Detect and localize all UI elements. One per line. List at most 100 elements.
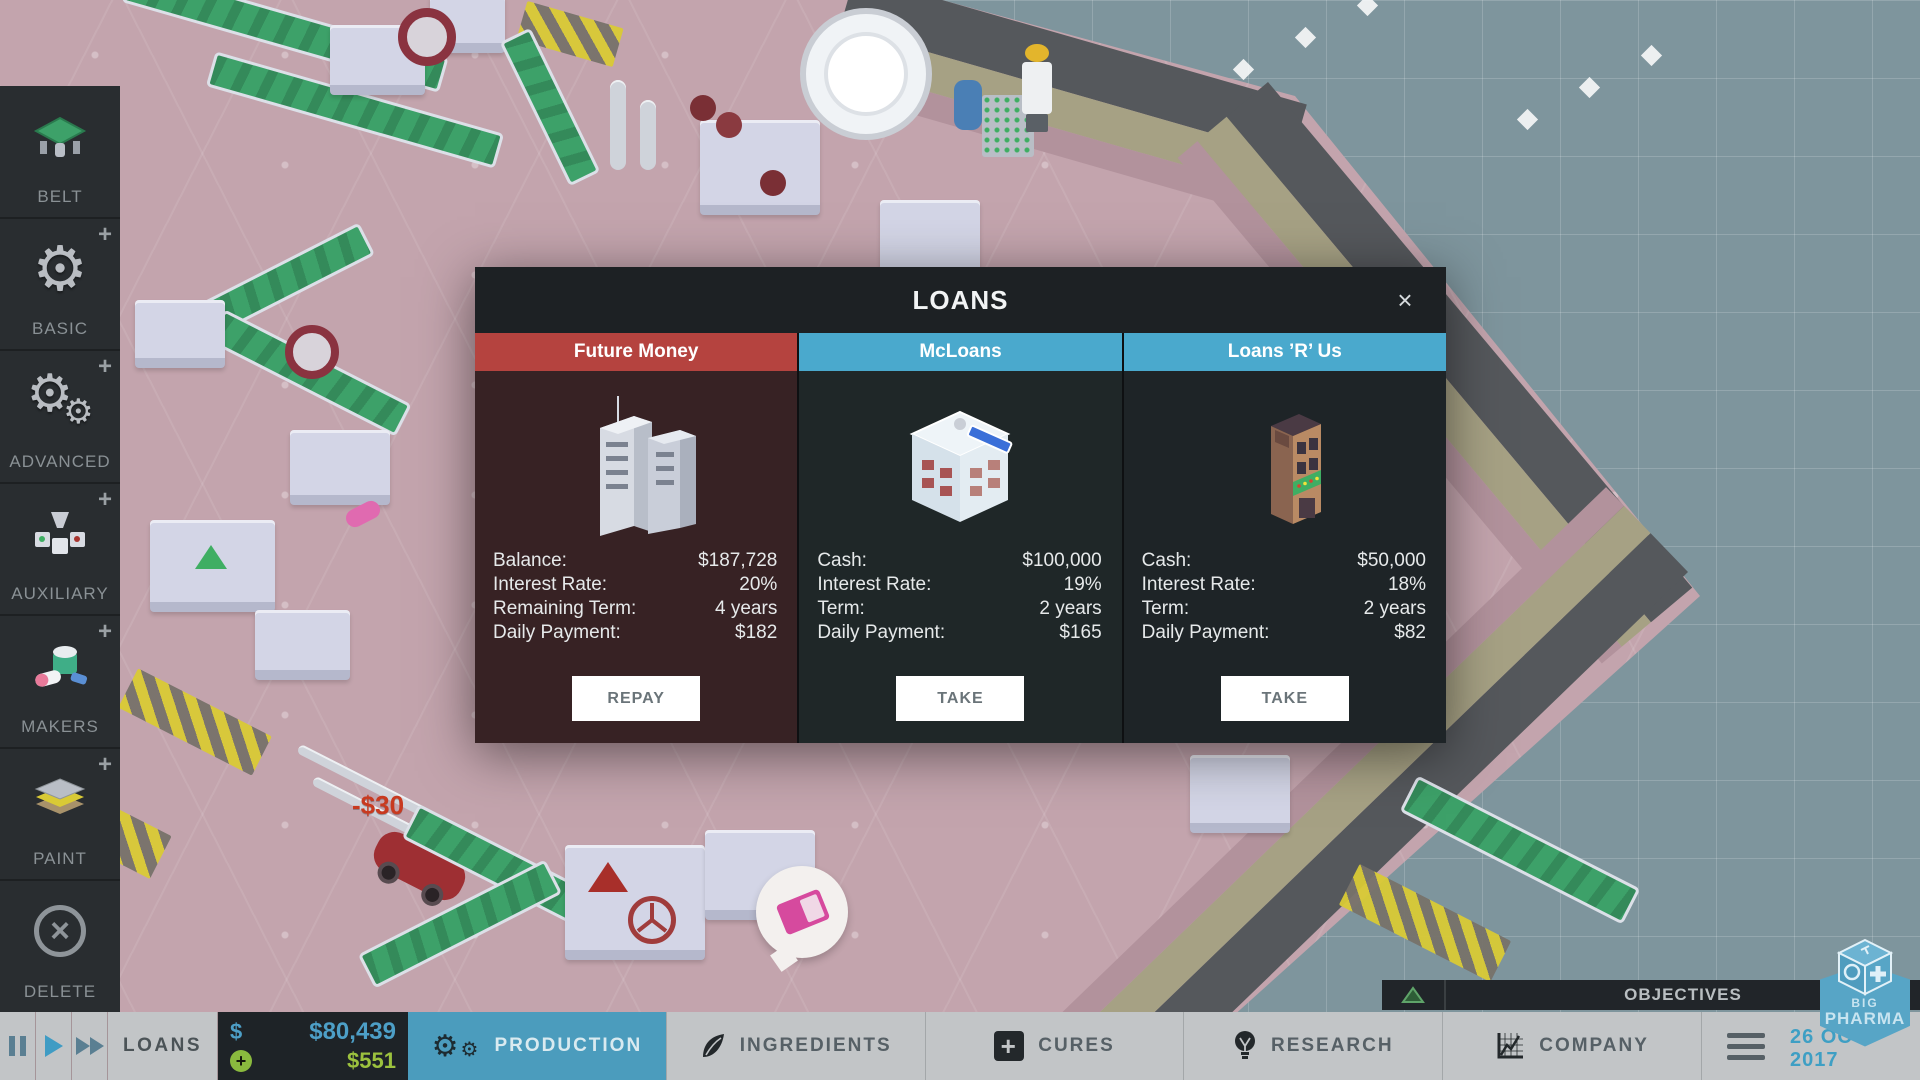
lightbulb-icon xyxy=(1234,1031,1255,1059)
sidebar-item-label: ADVANCED xyxy=(9,451,111,471)
tab-research[interactable]: RESEARCH xyxy=(1184,1012,1444,1080)
loan-column-mcloans: Cash: $100,000 Interest Rate: 19% Term: 2 y… xyxy=(799,371,1122,743)
pill-maker-icon xyxy=(0,630,120,702)
expand-plus-icon[interactable]: + xyxy=(97,750,112,778)
menu-button[interactable] xyxy=(1702,1012,1790,1080)
future-money-building-icon xyxy=(475,371,797,549)
double-gear-icon: ⚙ ⚙ xyxy=(26,364,94,433)
delete-icon: × xyxy=(0,895,120,967)
paint-layers-icon xyxy=(0,763,120,835)
machine xyxy=(700,120,820,215)
logo-text-bottom: PHARMA xyxy=(1824,1009,1906,1028)
big-pharma-logo: BIG PHARMA xyxy=(1820,938,1910,1050)
cash-row: $ $80,439 xyxy=(230,1018,396,1046)
item-bubble xyxy=(756,866,848,972)
tab-mcloans[interactable]: McLoans xyxy=(799,333,1122,371)
repay-button[interactable]: REPAY xyxy=(572,676,701,721)
loan-details: Cash: $100,000 Interest Rate: 19% Term: 2 y… xyxy=(817,549,1101,645)
machine xyxy=(135,300,225,368)
coil-stack xyxy=(716,112,742,138)
green-arrow-marker xyxy=(195,545,227,569)
bottom-bar: LOANS $ $80,439 + $551 ⚙⚙ PRODUCTION ING… xyxy=(0,1012,1920,1080)
chart-icon xyxy=(1497,1033,1524,1059)
take-loan-button[interactable]: TAKE xyxy=(1220,676,1349,721)
sidebar-item-label: AUXILIARY xyxy=(11,584,109,604)
detail-row: Daily Payment: $165 xyxy=(817,622,1102,643)
objectives-title: OBJECTIVES xyxy=(1624,985,1742,1004)
expand-plus-icon[interactable]: + xyxy=(97,485,112,513)
detail-row: Interest Rate: 19% xyxy=(817,574,1102,595)
sidebar-item-delete[interactable]: × DELETE xyxy=(0,881,120,1012)
tab-production[interactable]: ⚙⚙ PRODUCTION xyxy=(408,1012,667,1080)
dollar-icon: $ xyxy=(230,1019,243,1044)
tab-label: COMPANY xyxy=(1539,1035,1649,1056)
pause-button[interactable] xyxy=(0,1012,36,1080)
detail-row: Term: 2 years xyxy=(817,598,1102,619)
sidebar-item-auxiliary[interactable]: + AUXILIARY xyxy=(0,484,120,617)
build-toolbar: BELT + ⚙ BASIC + ⚙ ⚙ ADVANCED + AUXILIAR… xyxy=(0,86,120,1012)
tab-label: CURES xyxy=(1038,1035,1115,1056)
leaf-icon xyxy=(702,1034,724,1057)
sidebar-item-advanced[interactable]: + ⚙ ⚙ ADVANCED xyxy=(0,351,120,484)
play-button[interactable] xyxy=(36,1012,72,1080)
sidebar-item-label: PAINT xyxy=(33,849,87,869)
expand-plus-icon[interactable]: + xyxy=(97,618,112,646)
product-page xyxy=(799,893,826,923)
close-button[interactable]: × xyxy=(1397,284,1413,315)
loan-details: Cash: $50,000 Interest Rate: 18% Term: 2 ye… xyxy=(1142,549,1426,645)
sidebar-item-paint[interactable]: + PAINT xyxy=(0,749,120,882)
production-gears-icon: ⚙⚙ xyxy=(431,1028,481,1064)
loans-r-us-building-icon xyxy=(1124,371,1446,549)
cost-popup: -$30 xyxy=(352,790,405,820)
pause-icon xyxy=(9,1036,26,1056)
objectives-expand-cell[interactable] xyxy=(1382,980,1446,1010)
sidebar-item-makers[interactable]: + MAKERS xyxy=(0,616,120,749)
fan-machine xyxy=(285,325,339,379)
coil-stack xyxy=(690,95,716,121)
cure-plus-icon: + xyxy=(994,1031,1025,1061)
take-loan-button[interactable]: TAKE xyxy=(896,676,1025,721)
machine xyxy=(1190,755,1290,833)
tab-cures[interactable]: + CURES xyxy=(926,1012,1185,1080)
sidebar-item-belt[interactable]: BELT xyxy=(0,86,120,219)
tab-loans-r-us[interactable]: Loans ’R’ Us xyxy=(1123,333,1446,371)
tank-lid xyxy=(824,32,908,116)
tab-future-money[interactable]: Future Money xyxy=(475,333,798,371)
storage-tank xyxy=(800,8,932,140)
tab-ingredients[interactable]: INGREDIENTS xyxy=(667,1012,926,1080)
daily-income: $551 xyxy=(347,1048,396,1073)
machine xyxy=(255,610,350,680)
worker-legs xyxy=(1026,114,1048,132)
income-plus-icon: + xyxy=(230,1050,252,1072)
pipe xyxy=(610,80,626,170)
sidebar-item-basic[interactable]: + ⚙ BASIC xyxy=(0,219,120,352)
detail-row: Term: 2 years xyxy=(1141,598,1426,619)
detail-row: Balance: $187,728 xyxy=(493,550,778,571)
worker xyxy=(1020,44,1054,140)
loan-column-loans-r-us: Cash: $50,000 Interest Rate: 18% Term: 2 ye… xyxy=(1123,371,1446,743)
hard-hat-icon xyxy=(1025,44,1049,62)
fast-forward-icon xyxy=(75,1037,104,1055)
sidebar-item-label: MAKERS xyxy=(21,716,99,736)
detail-row: Interest Rate: 18% xyxy=(1141,574,1426,595)
dialog-title: LOANS xyxy=(912,285,1009,315)
logo-cube-icon xyxy=(1836,938,1894,996)
tab-label: PRODUCTION xyxy=(494,1035,643,1056)
sidebar-item-label: DELETE xyxy=(23,982,97,1002)
logo-text-top: BIG xyxy=(1851,996,1879,1010)
dialog-header: LOANS × xyxy=(475,267,1446,333)
loans-button[interactable]: LOANS xyxy=(108,1012,218,1080)
expand-plus-icon[interactable]: + xyxy=(97,353,112,381)
tab-label: RESEARCH xyxy=(1270,1035,1394,1056)
loan-column-future-money: Balance: $187,728 Interest Rate: 20% Remai… xyxy=(475,371,798,743)
mcloans-building-icon xyxy=(799,371,1121,549)
tab-company[interactable]: COMPANY xyxy=(1443,1012,1702,1080)
fast-forward-button[interactable] xyxy=(72,1012,108,1080)
sidebar-item-label: BELT xyxy=(37,186,83,206)
expand-plus-icon[interactable]: + xyxy=(97,220,112,248)
loan-columns: Balance: $187,728 Interest Rate: 20% Remai… xyxy=(475,371,1446,743)
valve-spokes xyxy=(636,903,668,933)
menu-icon xyxy=(1726,1032,1765,1038)
objective-triangle-icon xyxy=(1401,986,1425,1003)
